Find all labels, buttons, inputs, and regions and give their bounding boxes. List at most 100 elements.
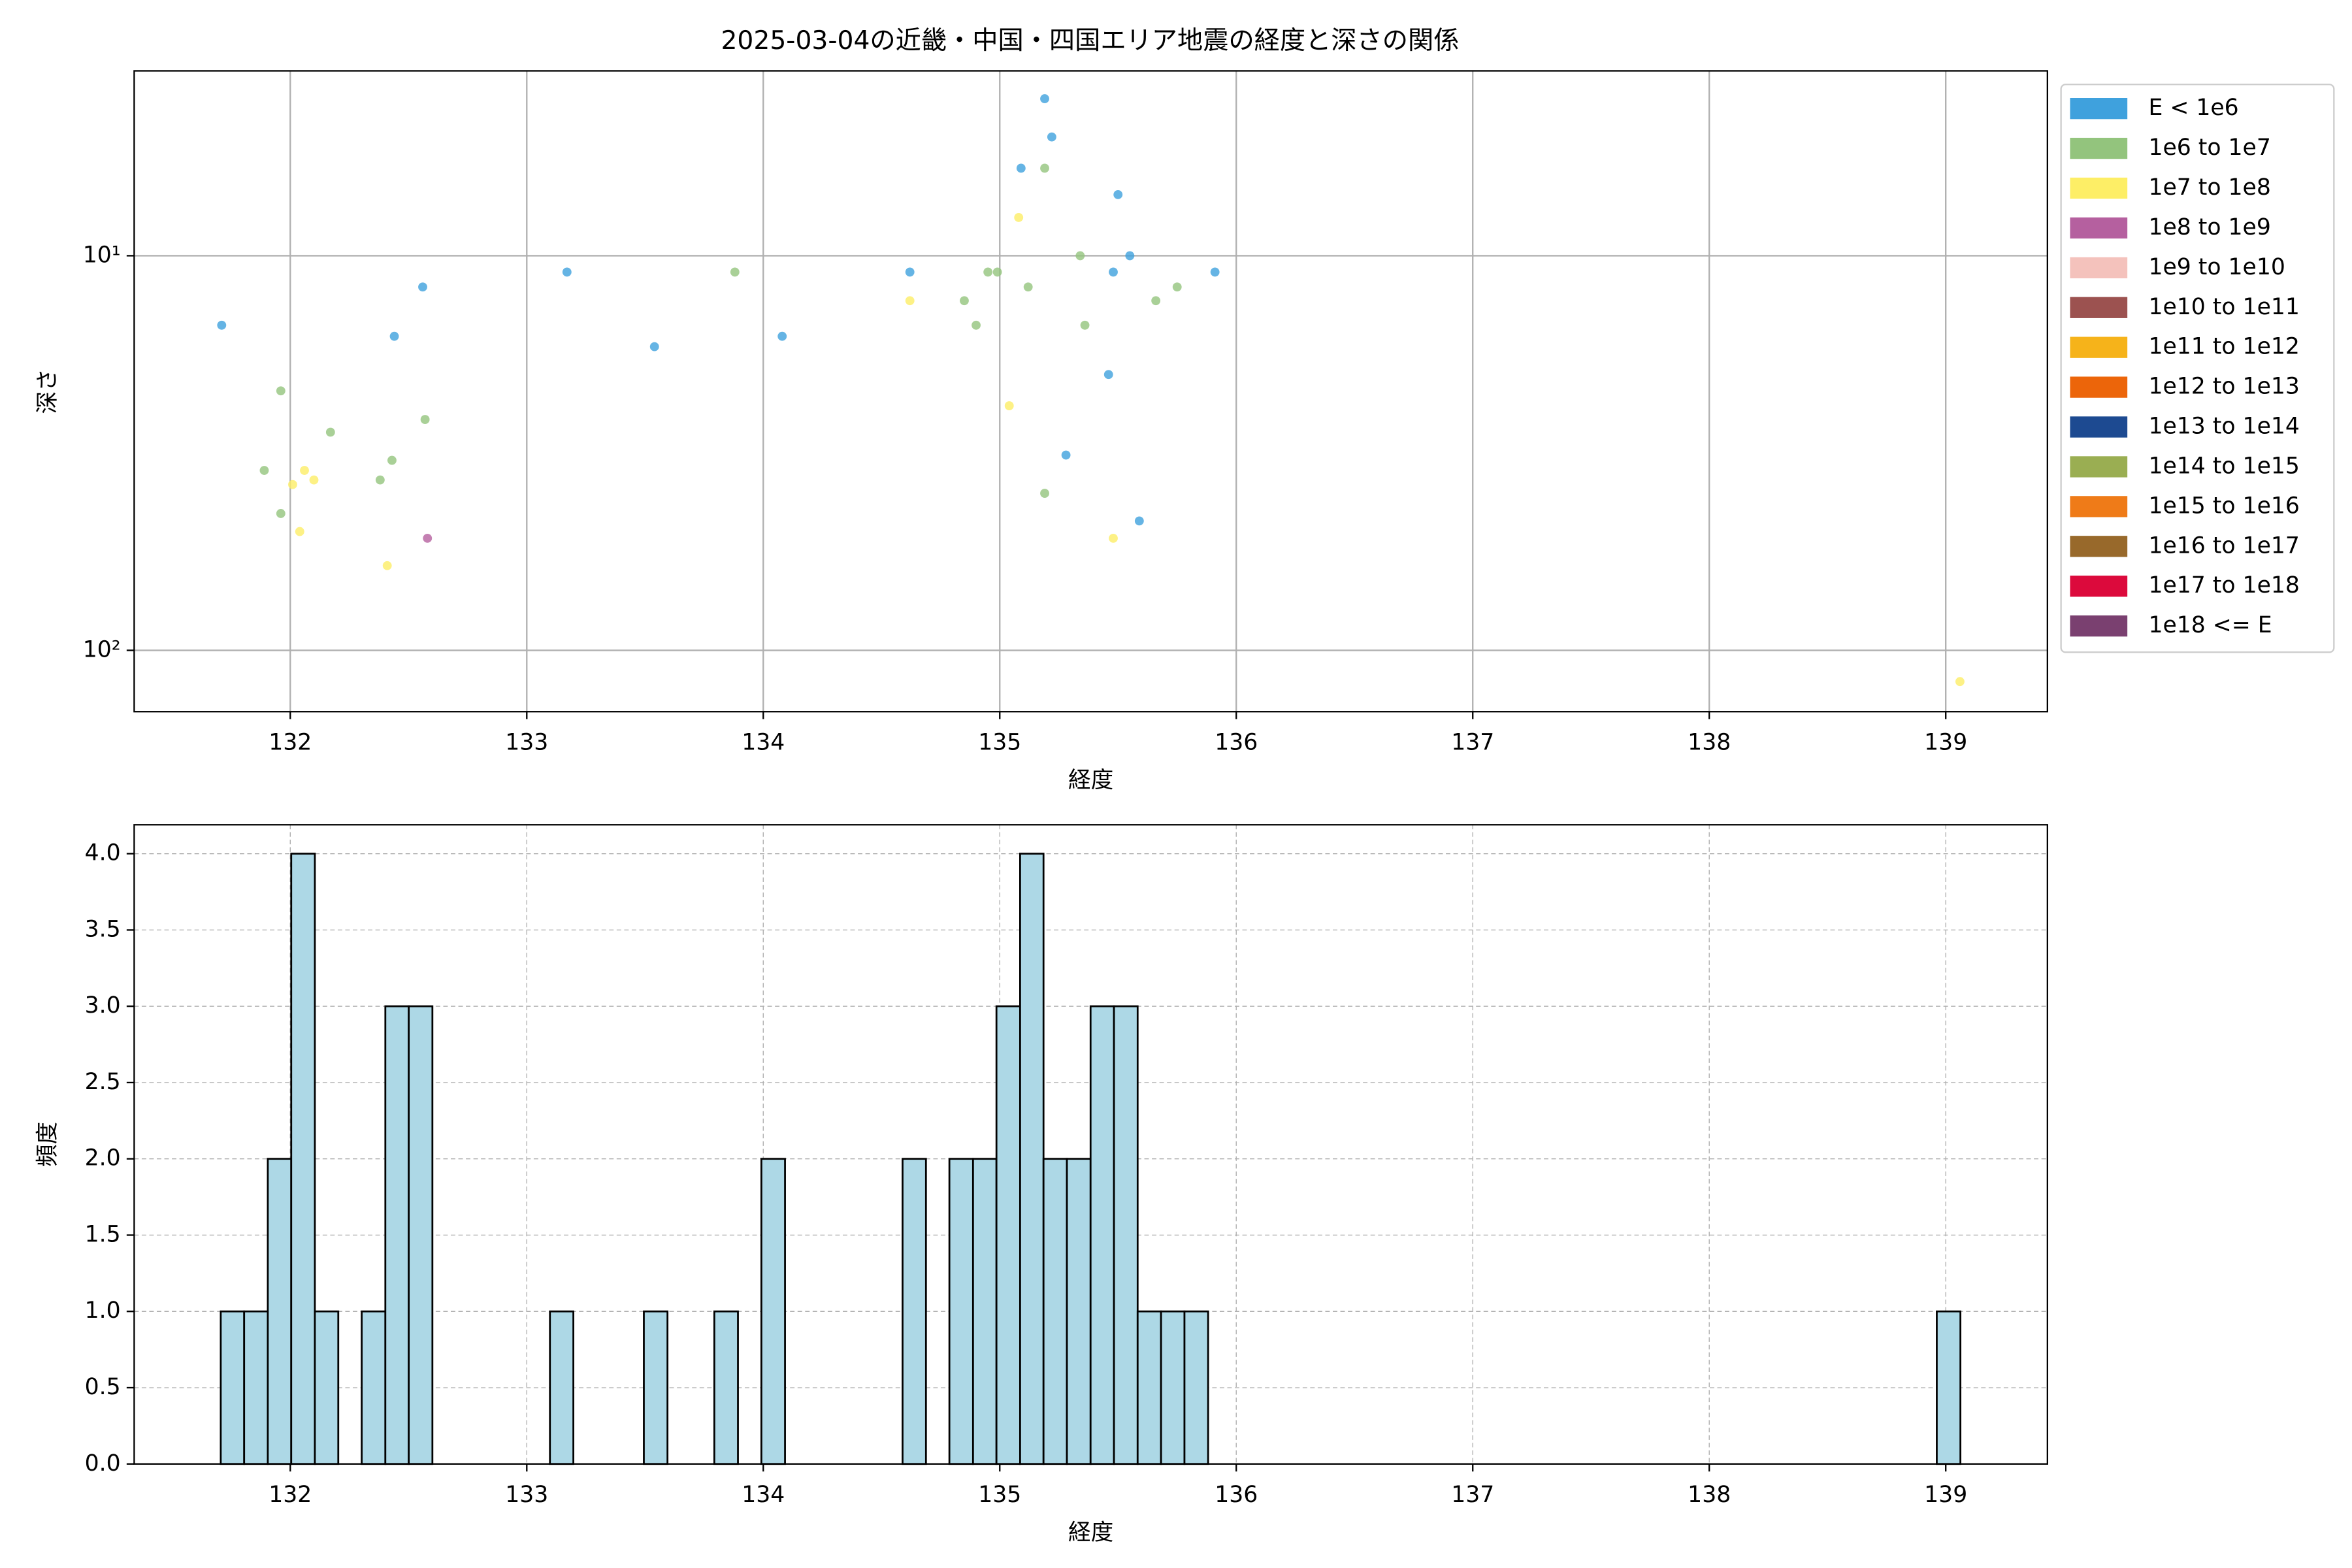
scatter-point xyxy=(418,282,427,292)
scatter-point xyxy=(1134,516,1144,526)
scatter-point xyxy=(300,466,309,475)
scatter-point xyxy=(276,386,286,396)
scatter-point xyxy=(1113,189,1123,199)
legend-label: 1e14 to 1e15 xyxy=(2148,453,2299,479)
histogram-bar xyxy=(384,1005,410,1465)
scatter-point xyxy=(1016,163,1026,173)
scatter-point xyxy=(649,342,659,351)
x-tick-label: 132 xyxy=(269,730,312,756)
x-axis-label: 経度 xyxy=(1068,1520,1113,1546)
legend-swatch xyxy=(2070,416,2128,438)
x-tick-label: 135 xyxy=(978,730,1021,756)
histogram-bar xyxy=(408,1005,434,1465)
legend-swatch xyxy=(2070,177,2128,199)
scatter-point xyxy=(905,267,915,277)
legend-swatch xyxy=(2070,615,2128,637)
histogram-bar xyxy=(995,1005,1021,1465)
histogram-bar xyxy=(1183,1310,1209,1465)
scatter-point xyxy=(375,475,385,485)
legend-label: 1e15 to 1e16 xyxy=(2148,493,2299,519)
legend-label: 1e18 <= E xyxy=(2148,612,2272,638)
x-tick-label: 136 xyxy=(1215,1482,1258,1508)
scatter-point xyxy=(983,267,993,277)
legend-swatch xyxy=(2070,376,2128,398)
x-tick-label: 132 xyxy=(269,1482,312,1508)
histogram-bar xyxy=(1066,1158,1092,1465)
histogram-bar xyxy=(290,853,316,1465)
histogram-bar xyxy=(361,1310,387,1465)
y-tick-label: 3.0 xyxy=(85,992,121,1019)
histogram-bar xyxy=(643,1310,669,1465)
histogram-bar xyxy=(314,1310,340,1465)
x-tick-label: 136 xyxy=(1215,730,1258,756)
legend-swatch xyxy=(2070,217,2128,239)
legend-label: 1e6 to 1e7 xyxy=(2148,135,2270,161)
histogram-bar xyxy=(1136,1310,1162,1465)
legend-swatch xyxy=(2070,137,2128,159)
scatter-point xyxy=(389,331,399,341)
plot-frame xyxy=(133,824,2048,1465)
legend-label: 1e16 to 1e17 xyxy=(2148,532,2299,559)
y-tick-label: 4.0 xyxy=(85,840,121,866)
scatter-point xyxy=(730,267,740,277)
histogram-bar xyxy=(243,1310,269,1465)
x-tick-label: 137 xyxy=(1451,730,1494,756)
histogram-bar xyxy=(972,1158,998,1465)
legend-label: 1e13 to 1e14 xyxy=(2148,414,2299,440)
legend-swatch xyxy=(2070,536,2128,557)
x-tick-label: 139 xyxy=(1924,1482,1967,1508)
scatter-point xyxy=(1023,282,1033,292)
legend-swatch xyxy=(2070,456,2128,478)
legend-label: 1e10 to 1e11 xyxy=(2148,294,2299,320)
x-tick-label: 138 xyxy=(1688,1482,1731,1508)
legend-label: 1e9 to 1e10 xyxy=(2148,254,2285,280)
legend-swatch xyxy=(2070,576,2128,597)
x-tick-label: 133 xyxy=(505,1482,548,1508)
plot-frame xyxy=(133,70,2048,713)
y-tick-label: 10² xyxy=(83,636,121,662)
histogram-bar xyxy=(1042,1158,1068,1465)
legend-label: 1e8 to 1e9 xyxy=(2148,214,2270,240)
scatter-point xyxy=(777,331,787,341)
scatter-point xyxy=(387,455,397,465)
scatter-point xyxy=(1040,489,1049,498)
histogram-bar xyxy=(267,1158,293,1465)
legend-swatch xyxy=(2070,336,2128,358)
scatter-point xyxy=(1210,267,1220,277)
scatter-point xyxy=(1075,251,1085,261)
y-axis-label: 深さ xyxy=(35,368,61,414)
y-tick-label: 1.5 xyxy=(85,1221,121,1247)
legend-label: E < 1e6 xyxy=(2148,95,2238,121)
histogram-bar xyxy=(760,1158,786,1465)
scatter-point xyxy=(1172,282,1182,292)
scatter-point xyxy=(1109,267,1118,277)
scatter-point xyxy=(1014,212,1024,222)
scatter-point xyxy=(905,296,915,306)
x-tick-label: 139 xyxy=(1924,730,1967,756)
scatter-point xyxy=(1125,251,1135,261)
legend-swatch xyxy=(2070,257,2128,278)
x-axis-label: 経度 xyxy=(1068,767,1113,793)
legend-swatch xyxy=(2070,297,2128,318)
scatter-point xyxy=(1955,677,1965,687)
scatter-point xyxy=(287,480,297,489)
scatter-point xyxy=(1040,94,1049,104)
legend-label: 1e7 to 1e8 xyxy=(2148,174,2270,201)
scatter-point xyxy=(1080,320,1090,330)
histogram-bar xyxy=(1019,853,1045,1465)
legend-swatch xyxy=(2070,496,2128,517)
scatter-point xyxy=(1109,533,1118,543)
scatter-point xyxy=(1040,163,1049,173)
x-tick-label: 134 xyxy=(742,1482,785,1508)
scatter-point xyxy=(562,267,572,277)
y-axis-label: 頻度 xyxy=(35,1122,61,1167)
y-tick-label: 10¹ xyxy=(83,242,121,268)
legend-box xyxy=(2060,84,2335,653)
scatter-point xyxy=(1047,132,1056,142)
x-tick-label: 135 xyxy=(978,1482,1021,1508)
scatter-point xyxy=(1151,296,1161,306)
x-tick-label: 137 xyxy=(1451,1482,1494,1508)
histogram-bar xyxy=(1113,1005,1139,1465)
